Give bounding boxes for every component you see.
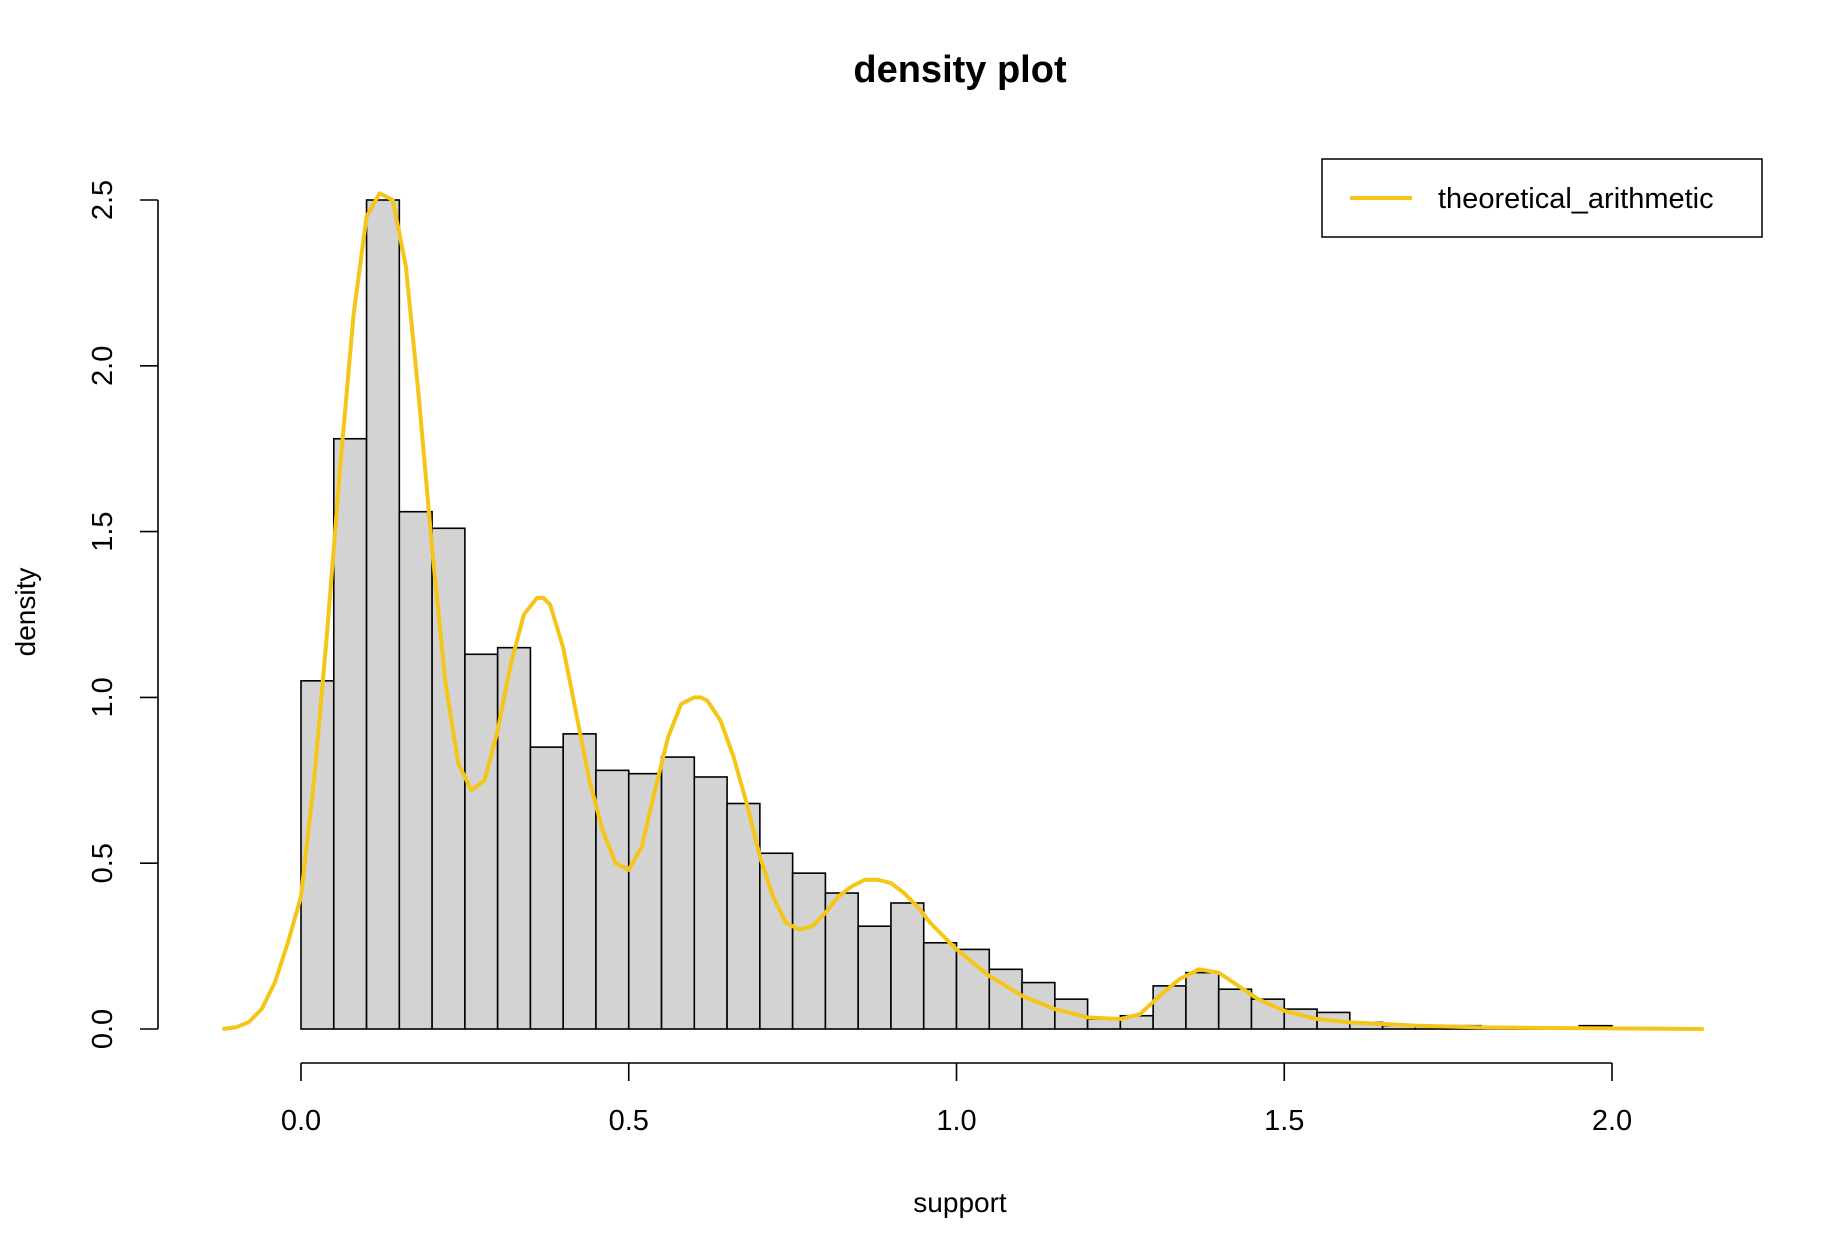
- legend-label-theoretical-arithmetic: theoretical_arithmetic: [1438, 183, 1714, 215]
- x-axis: 0.0 0.5 1.0 1.5 2.0: [281, 1062, 1632, 1137]
- histogram-bar: [759, 852, 794, 1030]
- y-tick-label: 2.0: [87, 346, 119, 386]
- histogram-bar: [595, 769, 630, 1030]
- legend: theoretical_arithmetic: [1321, 158, 1763, 238]
- y-tick-label: 0.5: [87, 843, 119, 883]
- histogram-bar: [890, 902, 925, 1030]
- x-tick-label: 0.5: [609, 1105, 649, 1137]
- y-tick-label: 2.5: [87, 180, 119, 220]
- histogram-bar: [365, 199, 401, 1030]
- histogram-bar: [922, 941, 958, 1030]
- histogram-bar: [464, 653, 499, 1030]
- y-tick-label: 0.0: [87, 1009, 119, 1049]
- histogram-bar: [529, 746, 564, 1030]
- histogram-bar: [562, 733, 597, 1030]
- histogram-bar: [791, 872, 827, 1030]
- y-tick-label: 1.5: [87, 511, 119, 551]
- x-axis-label: support: [913, 1187, 1007, 1218]
- x-tick-label: 1.5: [1264, 1105, 1304, 1137]
- x-tick-label: 0.0: [281, 1105, 321, 1137]
- histogram-bar: [627, 772, 663, 1030]
- histogram-bar: [1185, 971, 1220, 1030]
- y-tick-label: 1.0: [87, 677, 119, 717]
- x-tick-label: 2.0: [1592, 1105, 1632, 1137]
- chart-title: density plot: [853, 49, 1067, 91]
- histogram-bar: [1152, 985, 1187, 1030]
- y-axis: 0.0 0.5 1.0 1.5 2.0 2.5: [87, 180, 159, 1049]
- histogram-bars: [300, 199, 1613, 1030]
- density-curve: [222, 191, 1704, 1031]
- x-tick-label: 1.0: [936, 1105, 976, 1137]
- histogram-bar: [332, 437, 368, 1030]
- histogram-bar: [857, 925, 892, 1030]
- histogram-bar: [824, 892, 859, 1030]
- histogram-bar: [660, 756, 696, 1030]
- y-axis-label: density: [10, 568, 41, 657]
- histogram-bar: [1217, 988, 1253, 1030]
- density-line-theoretical-arithmetic: [222, 191, 1704, 1031]
- histogram-bar: [955, 948, 991, 1030]
- histogram-bar: [693, 776, 728, 1030]
- histogram-bar: [398, 510, 433, 1030]
